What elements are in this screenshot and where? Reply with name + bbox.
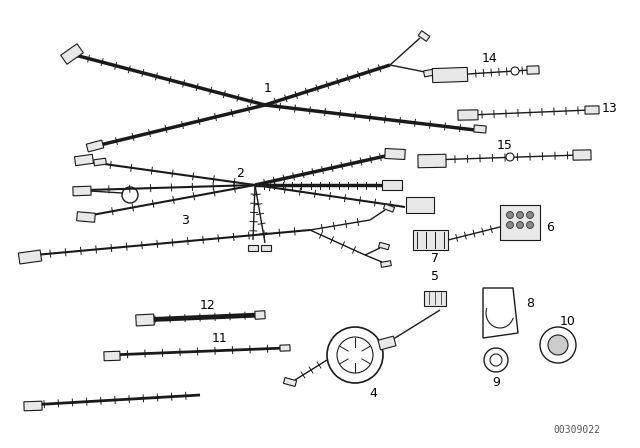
Text: 8: 8 bbox=[526, 297, 534, 310]
Text: 3: 3 bbox=[181, 214, 189, 227]
Text: 10: 10 bbox=[560, 314, 576, 327]
Bar bbox=[136, 314, 154, 326]
Text: 14: 14 bbox=[482, 52, 498, 65]
Bar bbox=[378, 336, 396, 350]
Bar bbox=[284, 378, 296, 387]
Bar bbox=[24, 401, 42, 411]
Bar bbox=[573, 150, 591, 160]
Bar bbox=[378, 242, 390, 250]
Bar bbox=[527, 66, 539, 74]
Text: 13: 13 bbox=[602, 102, 618, 115]
Text: 15: 15 bbox=[497, 138, 513, 151]
Circle shape bbox=[527, 211, 534, 219]
Bar bbox=[73, 186, 91, 196]
Bar bbox=[585, 106, 599, 114]
Circle shape bbox=[511, 67, 519, 75]
Bar bbox=[74, 154, 93, 166]
Bar bbox=[385, 148, 405, 159]
Text: 12: 12 bbox=[200, 298, 216, 311]
Bar bbox=[418, 154, 446, 168]
Text: 11: 11 bbox=[212, 332, 228, 345]
Bar bbox=[418, 30, 430, 41]
Bar bbox=[261, 245, 271, 251]
Bar bbox=[280, 345, 290, 351]
Text: 7: 7 bbox=[431, 251, 439, 264]
Bar bbox=[255, 311, 265, 319]
Text: 00309022: 00309022 bbox=[553, 425, 600, 435]
Bar bbox=[474, 125, 486, 133]
Text: 4: 4 bbox=[369, 387, 377, 400]
Circle shape bbox=[548, 335, 568, 355]
Circle shape bbox=[506, 153, 514, 161]
Bar bbox=[406, 197, 434, 213]
Bar bbox=[77, 212, 95, 222]
Bar bbox=[424, 290, 446, 306]
Text: 2: 2 bbox=[236, 167, 244, 180]
Bar bbox=[93, 158, 106, 166]
Text: 5: 5 bbox=[431, 270, 439, 283]
Bar bbox=[413, 230, 447, 250]
Text: 9: 9 bbox=[492, 375, 500, 388]
Circle shape bbox=[516, 221, 524, 228]
Circle shape bbox=[516, 211, 524, 219]
Bar bbox=[19, 250, 42, 264]
Text: 1: 1 bbox=[264, 82, 272, 95]
Bar bbox=[458, 110, 478, 120]
Bar bbox=[381, 261, 391, 267]
Bar bbox=[424, 69, 435, 77]
Circle shape bbox=[506, 211, 513, 219]
Bar bbox=[432, 67, 468, 82]
Circle shape bbox=[506, 221, 513, 228]
Bar bbox=[248, 245, 258, 251]
Text: 6: 6 bbox=[546, 220, 554, 233]
Bar bbox=[104, 351, 120, 361]
Bar bbox=[86, 140, 104, 152]
Circle shape bbox=[527, 221, 534, 228]
Bar bbox=[382, 180, 402, 190]
Bar bbox=[500, 204, 540, 240]
Bar bbox=[61, 44, 83, 64]
Bar bbox=[383, 204, 394, 212]
